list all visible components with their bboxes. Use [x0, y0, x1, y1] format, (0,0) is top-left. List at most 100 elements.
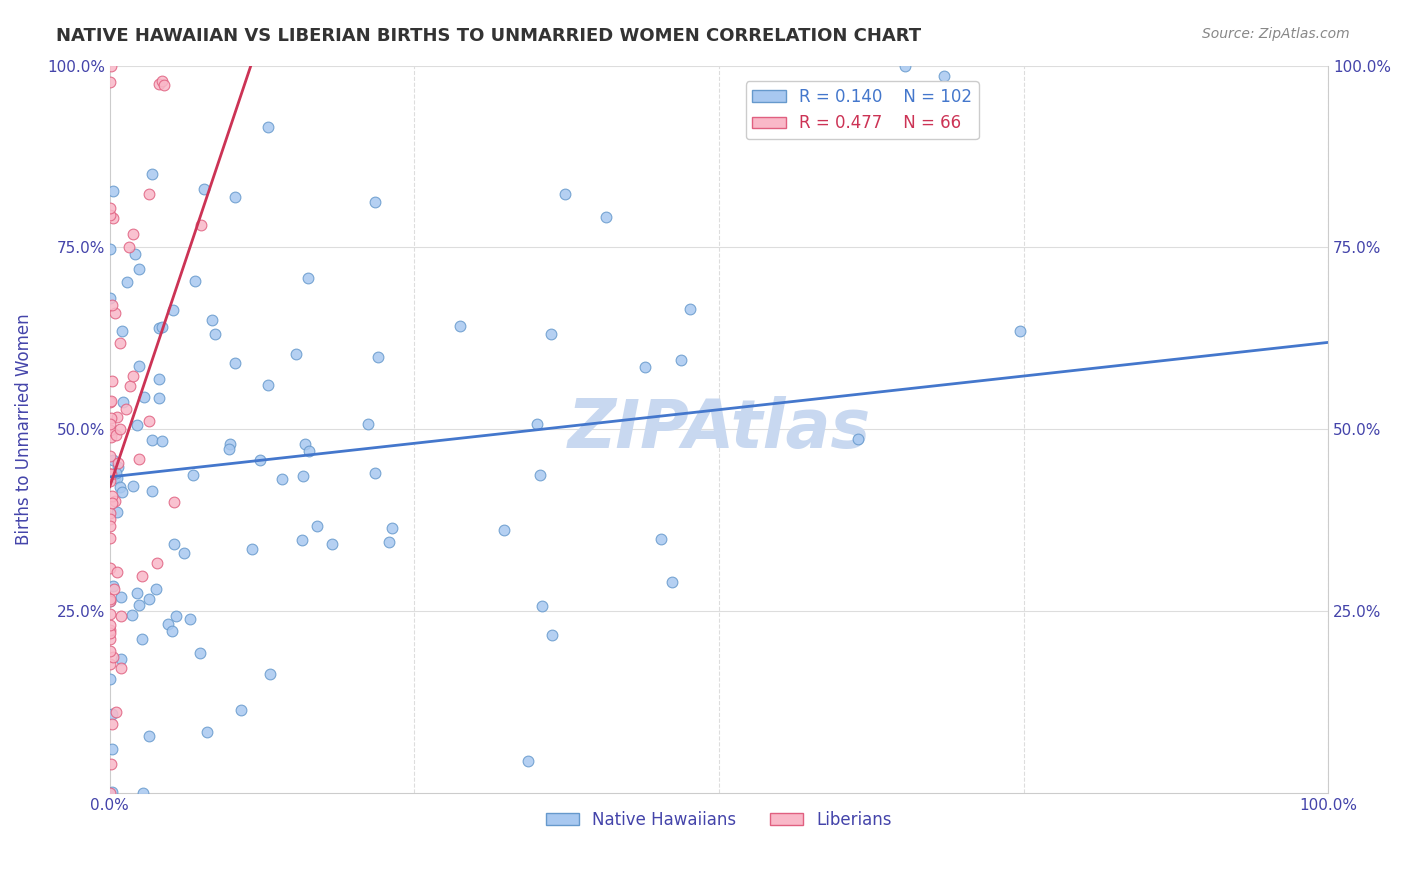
Point [184, 273, 207, 287]
Point [107, 456, 129, 470]
Point [165, 609, 187, 624]
Point [100, 506, 122, 520]
Y-axis label: Births to Unmarried Women: Births to Unmarried Women [15, 313, 32, 545]
Point [224, 356, 246, 370]
Point [148, 371, 170, 385]
Point [204, 327, 226, 342]
Point [190, 219, 212, 233]
Point [98, 75, 121, 89]
Point [671, 353, 693, 368]
Point [529, 468, 551, 483]
Point [257, 378, 280, 392]
Point [104, 306, 127, 320]
Point [201, 312, 224, 326]
Point [111, 484, 134, 499]
Point [364, 466, 387, 480]
Point [98, 424, 121, 438]
Point [115, 402, 138, 417]
Point [101, 579, 124, 593]
Point [145, 582, 167, 596]
Point [893, 59, 915, 73]
Point [381, 521, 404, 535]
Point [231, 703, 253, 717]
Point [1008, 324, 1031, 338]
Point [284, 347, 307, 361]
Point [98, 292, 121, 306]
Point [98, 561, 121, 575]
Point [98, 593, 121, 607]
Point [100, 757, 122, 772]
Point [128, 359, 150, 373]
Point [650, 532, 672, 546]
Point [492, 523, 515, 537]
Point [146, 557, 169, 571]
Point [105, 505, 128, 519]
Point [150, 320, 173, 334]
Point [163, 495, 186, 509]
Text: ZIPAtlas: ZIPAtlas [568, 396, 870, 462]
Point [98, 623, 121, 637]
Point [101, 496, 124, 510]
Point [131, 786, 153, 800]
Point [679, 302, 702, 317]
Point [162, 303, 184, 318]
Point [156, 617, 179, 632]
Point [291, 533, 314, 547]
Point [98, 632, 121, 647]
Point [115, 275, 138, 289]
Point [224, 190, 246, 204]
Point [105, 706, 128, 720]
Point [661, 575, 683, 590]
Point [367, 350, 389, 364]
Point [101, 425, 124, 439]
Point [98, 786, 121, 800]
Point [257, 120, 280, 134]
Point [100, 467, 122, 482]
Point [141, 434, 163, 448]
Point [105, 470, 128, 484]
Point [138, 729, 160, 743]
Point [292, 469, 315, 483]
Point [128, 261, 150, 276]
Point [121, 607, 143, 622]
Point [101, 298, 124, 312]
Point [100, 430, 122, 444]
Point [128, 598, 150, 612]
Point [98, 242, 121, 256]
Point [163, 537, 186, 551]
Point [105, 466, 128, 480]
Point [297, 270, 319, 285]
Point [104, 494, 127, 508]
Point [148, 321, 170, 335]
Point [846, 432, 869, 446]
Point [101, 489, 124, 503]
Point [98, 626, 121, 640]
Point [932, 69, 955, 83]
Legend: Native Hawaiians, Liberians: Native Hawaiians, Liberians [538, 804, 898, 835]
Point [98, 672, 121, 686]
Point [127, 418, 149, 433]
Point [150, 74, 173, 88]
Point [179, 612, 201, 626]
Point [138, 187, 160, 202]
Point [105, 565, 128, 579]
Point [240, 542, 263, 557]
Point [188, 646, 211, 660]
Point [98, 607, 121, 622]
Point [98, 467, 121, 481]
Point [305, 519, 328, 533]
Point [108, 421, 131, 435]
Point [98, 618, 121, 632]
Point [294, 436, 316, 450]
Point [98, 657, 121, 671]
Point [148, 77, 170, 91]
Point [98, 518, 121, 533]
Point [98, 644, 121, 658]
Point [103, 582, 125, 596]
Point [98, 474, 121, 488]
Point [105, 427, 128, 442]
Point [104, 469, 127, 483]
Point [100, 707, 122, 722]
Point [98, 449, 121, 463]
Point [160, 624, 183, 639]
